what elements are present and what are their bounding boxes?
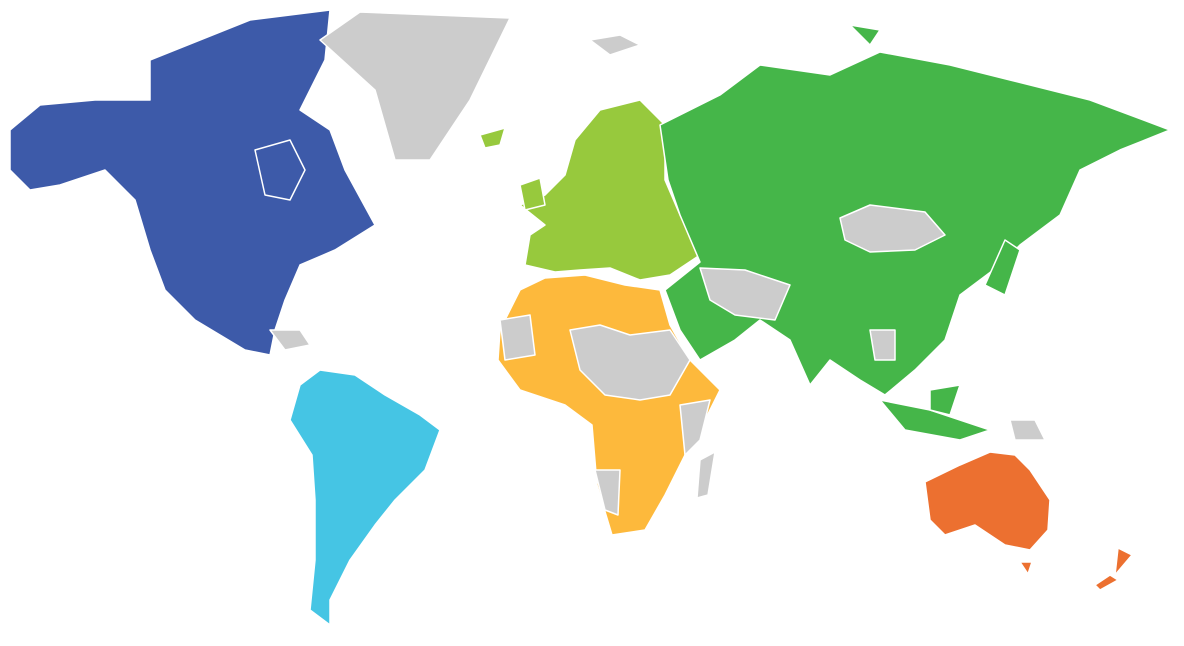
country-shape[interactable] (984, 239, 1021, 296)
country-shape[interactable] (679, 399, 711, 456)
country-shape[interactable] (289, 369, 441, 626)
country-shape[interactable] (849, 24, 881, 46)
region-oceania[interactable] (924, 451, 1133, 591)
country-shape[interactable] (569, 324, 691, 401)
country-shape[interactable] (319, 11, 511, 161)
country-shape[interactable] (594, 469, 621, 516)
region-south-america[interactable] (289, 369, 441, 626)
country-shape[interactable] (479, 127, 506, 149)
country-shape[interactable] (1094, 574, 1119, 591)
region-asia-no-data[interactable] (699, 204, 1046, 441)
country-shape[interactable] (696, 451, 716, 499)
country-shape[interactable] (589, 34, 641, 56)
country-shape[interactable] (1114, 547, 1133, 576)
country-shape[interactable] (9, 9, 376, 356)
country-shape[interactable] (929, 384, 961, 416)
region-africa-no-data[interactable] (499, 314, 716, 516)
country-shape[interactable] (254, 139, 306, 201)
country-shape[interactable] (699, 267, 791, 321)
region-europe[interactable] (479, 99, 701, 281)
country-shape[interactable] (269, 329, 311, 351)
country-shape[interactable] (1009, 419, 1046, 441)
country-shape[interactable] (839, 204, 946, 253)
country-shape[interactable] (869, 329, 896, 361)
country-shape[interactable] (1019, 561, 1033, 575)
country-shape[interactable] (924, 451, 1051, 551)
country-shape[interactable] (499, 314, 536, 361)
region-caribbean[interactable] (269, 329, 311, 351)
country-shape[interactable] (519, 177, 546, 211)
region-greenland[interactable] (319, 11, 641, 161)
region-north-america[interactable] (9, 9, 376, 356)
